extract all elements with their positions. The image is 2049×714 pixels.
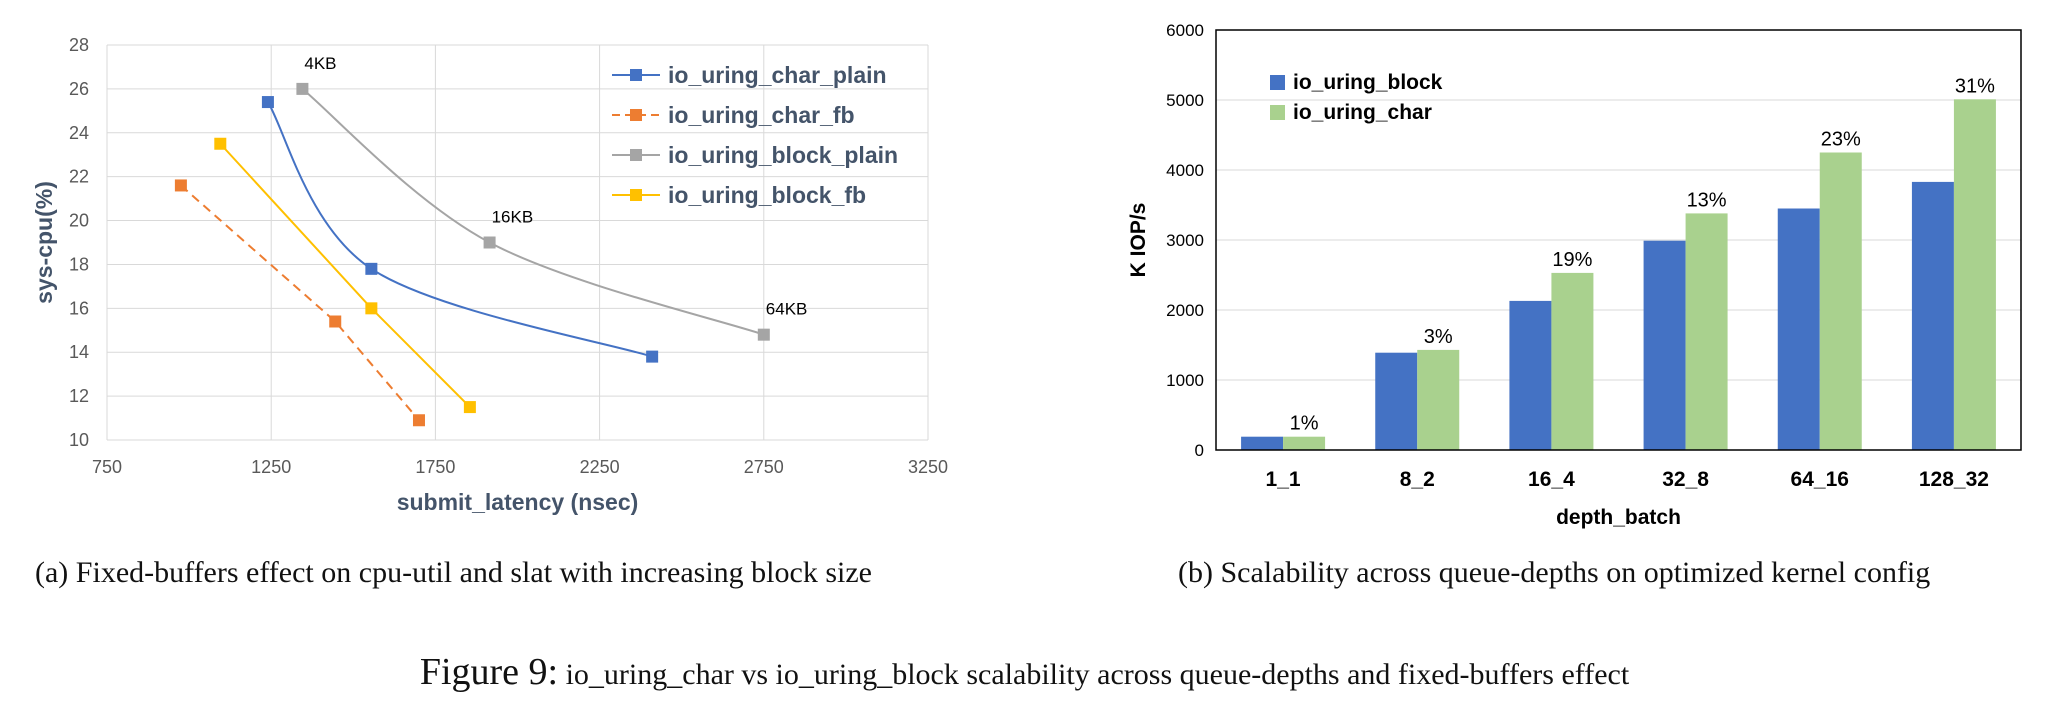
data-label: 23% (1821, 129, 1861, 151)
bar-io_uring_block (1509, 300, 1552, 450)
annotation-label: 16KB (492, 208, 534, 227)
bar-io_uring_char (1551, 272, 1594, 450)
data-label: 13% (1687, 189, 1727, 211)
data-point-io_uring_block_fb (463, 401, 476, 414)
y-tick-label: 0 (1195, 441, 1204, 460)
y-axis-title: sys-cpu(%) (31, 181, 57, 304)
data-point-io_uring_block_fb (214, 137, 227, 150)
x-tick-label: 1_1 (1266, 468, 1301, 491)
x-tick-label: 16_4 (1528, 468, 1575, 491)
legend-label: io_uring_char_fb (668, 102, 855, 128)
data-point-io_uring_block_plain (483, 236, 496, 249)
y-tick-label: 6000 (1166, 21, 1204, 40)
y-tick-label: 5000 (1166, 91, 1204, 110)
series-line-io_uring_char_plain (267, 101, 653, 358)
x-tick-label: 128_32 (1919, 468, 1989, 491)
data-label: 3% (1424, 326, 1453, 348)
y-tick-label: 24 (69, 123, 89, 143)
legend-label: io_uring_block_plain (668, 142, 898, 168)
data-point-io_uring_char_plain (261, 96, 274, 109)
grid-a (106, 44, 929, 441)
data-point-io_uring_char_plain (646, 350, 659, 363)
x-tick-label: 1250 (251, 457, 291, 477)
y-tick-label: 1000 (1166, 371, 1204, 390)
bar-io_uring_block (1643, 240, 1686, 450)
x-tick-label: 750 (92, 457, 122, 477)
y-tick-label: 10 (69, 430, 89, 450)
figure-caption: Figure 9: io_uring_char vs io_uring_bloc… (0, 650, 2049, 694)
chart-b: 0 1000 2000 3000 4000 5000 6000 1% 1_1 3% 8_2 19% 16… (1127, 21, 2022, 529)
bar-io_uring_char (1819, 152, 1862, 450)
bar-io_uring_char (1417, 349, 1460, 450)
legend-marker (630, 69, 642, 81)
y-tick-label: 20 (69, 211, 89, 231)
legend-label: io_uring_char (1293, 101, 1432, 124)
legend-b: io_uring_block io_uring_char (1270, 71, 1443, 124)
data-point-io_uring_char_fb (174, 179, 187, 192)
y-tick-label: 16 (69, 298, 89, 318)
figure-text: io_uring_char vs io_uring_block scalabil… (558, 658, 1630, 691)
bar-io_uring_block (1375, 352, 1418, 450)
bar-io_uring_block (1911, 181, 1954, 450)
figure-label: Figure 9: (419, 651, 559, 693)
x-axis-title: submit_latency (nsec) (397, 489, 639, 515)
bar-io_uring_block (1777, 208, 1820, 450)
y-tick-label: 28 (69, 35, 89, 55)
bar-io_uring_block (1241, 436, 1284, 450)
legend-label: io_uring_block (1293, 71, 1443, 94)
bar-io_uring_char (1685, 213, 1728, 450)
caption-a: (a) Fixed-buffers effect on cpu-util and… (35, 556, 872, 589)
x-tick-label: 2250 (580, 457, 620, 477)
legend-a: io_uring_char_plain io_uring_char_fb io_ur… (612, 62, 898, 208)
data-point-io_uring_char_fb (412, 414, 425, 427)
y-tick-label: 18 (69, 254, 89, 274)
legend-swatch (1270, 105, 1285, 120)
data-label: 1% (1290, 413, 1319, 435)
y-tick-label: 12 (69, 386, 89, 406)
x-tick-label: 3250 (908, 457, 948, 477)
y-tick-label: 4000 (1166, 161, 1204, 180)
data-point-io_uring_char_fb (329, 315, 342, 328)
y-tick-label: 14 (69, 342, 89, 362)
x-tick-label: 1750 (415, 457, 455, 477)
series-line-io_uring_char_fb (180, 184, 420, 421)
x-tick-label: 32_8 (1662, 468, 1709, 491)
data-point-io_uring_block_plain (757, 328, 770, 341)
chart-a: 10 12 14 16 18 20 22 24 26 28 750 1250 1750 2250 2750 3… (31, 35, 948, 515)
x-tick-label: 2750 (744, 457, 784, 477)
x-axis-title: depth_batch (1556, 506, 1681, 529)
legend-marker (630, 109, 642, 121)
data-point-io_uring_char_plain (365, 262, 378, 275)
data-label: 31% (1955, 75, 1995, 97)
y-axis-title: K IOP/s (1127, 203, 1150, 278)
bar-io_uring_char (1953, 99, 1996, 451)
bar-io_uring_char (1283, 436, 1326, 450)
y-tick-label: 3000 (1166, 231, 1204, 250)
caption-b: (b) Scalability across queue-depths on o… (1178, 556, 1931, 589)
x-tick-label: 64_16 (1791, 468, 1849, 491)
y-tick-label: 26 (69, 79, 89, 99)
annotation-label: 4KB (304, 54, 336, 73)
legend-swatch (1270, 75, 1285, 90)
data-point-io_uring_block_plain (296, 82, 309, 95)
legend-marker (630, 189, 642, 201)
annotation-label: 64KB (766, 300, 808, 319)
data-label: 19% (1552, 249, 1592, 271)
y-tick-label: 22 (69, 167, 89, 187)
series-line-io_uring_block_fb (219, 143, 471, 408)
legend-marker (630, 149, 642, 161)
y-tick-label: 2000 (1166, 301, 1204, 320)
data-point-io_uring_block_fb (365, 302, 378, 315)
plot-frame-b (1215, 29, 2022, 451)
legend-label: io_uring_char_plain (668, 62, 887, 88)
legend-label: io_uring_block_fb (668, 182, 866, 208)
x-tick-label: 8_2 (1400, 468, 1435, 491)
